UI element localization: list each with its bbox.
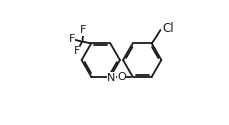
Text: Cl: Cl [162,22,173,35]
Text: F: F [73,46,80,56]
Text: F: F [68,34,75,44]
Text: F: F [80,26,86,36]
Text: N: N [107,73,115,83]
Text: O: O [117,72,125,82]
